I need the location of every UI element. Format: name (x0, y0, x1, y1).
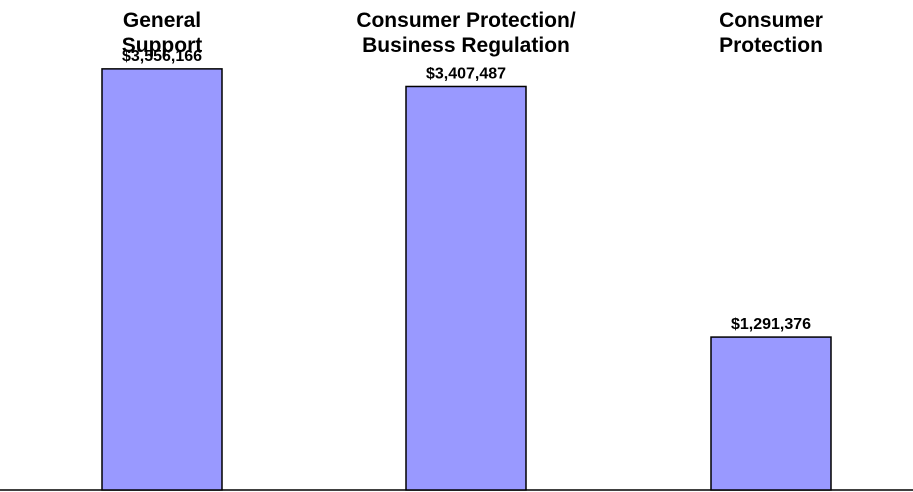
category-label-3-line-1: Consumer (719, 9, 823, 32)
bar-1 (101, 68, 223, 491)
category-label-2-line-2: Business Regulation (362, 34, 570, 57)
bar-2 (405, 85, 527, 491)
value-label-1: $3,556,166 (122, 48, 202, 65)
value-label-2: $3,407,487 (426, 65, 506, 82)
value-label-3: $1,291,376 (731, 316, 811, 333)
category-label-1-line-1: General (123, 9, 201, 32)
category-label-1-line-2: Support (122, 34, 202, 57)
category-label-3-line-2: Protection (719, 34, 823, 57)
bar-3 (710, 336, 832, 491)
category-label-2-line-1: Consumer Protection/ (356, 9, 576, 32)
